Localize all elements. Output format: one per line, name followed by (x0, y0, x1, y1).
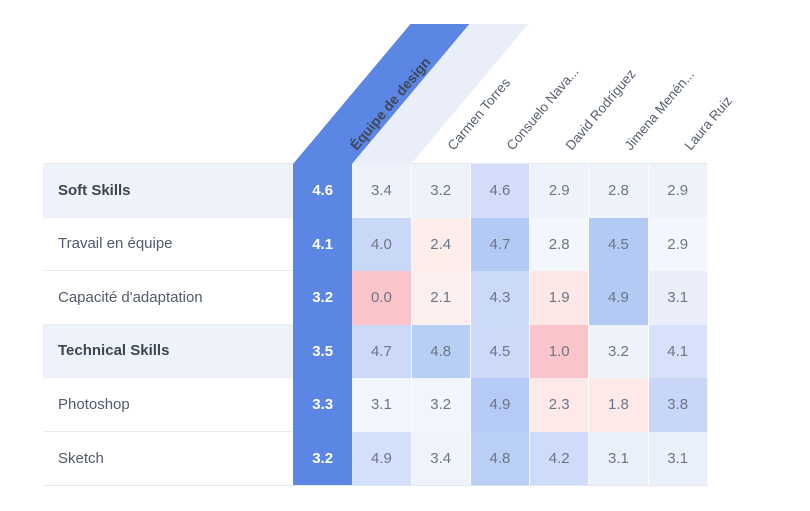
score-cell[interactable]: 4.0 (352, 217, 412, 271)
table-row-sketch: Sketch 3.2 4.9 3.4 4.8 4.2 3.1 3.1 (43, 431, 708, 485)
matrix-header: Moyenne attendue Équipe de design Carmen… (43, 24, 735, 164)
row-label[interactable]: Soft Skills (43, 164, 293, 218)
score-cell[interactable]: 3.2 (411, 164, 471, 218)
score-cell[interactable]: 4.7 (470, 217, 531, 271)
score-cell[interactable]: 2.9 (648, 164, 708, 218)
score-cell[interactable]: 2.8 (589, 164, 649, 218)
score-cell[interactable]: 3.4 (411, 431, 471, 485)
score-cell[interactable]: 4.9 (352, 431, 412, 485)
score-cell[interactable]: 4.8 (470, 431, 531, 485)
score-cell[interactable]: 4.7 (352, 324, 412, 378)
score-cell[interactable]: 2.1 (411, 271, 471, 325)
score-cell[interactable]: 3.1 (352, 378, 412, 432)
column-header-person[interactable]: Laura Ruiz (681, 93, 735, 153)
table-row-soft-skills: Soft Skills 4.6 3.4 3.2 4.6 2.9 2.8 2.9 (43, 164, 708, 218)
score-cell[interactable]: 4.3 (470, 271, 531, 325)
table-row-technical-skills: Technical Skills 3.5 4.7 4.8 4.5 1.0 3.2… (43, 324, 708, 378)
score-cell[interactable]: 4.2 (530, 431, 590, 485)
expected-average-cell: 3.2 (293, 431, 353, 485)
row-label[interactable]: Technical Skills (43, 324, 293, 378)
skills-matrix-table: Moyenne attendue Équipe de design Carmen… (43, 24, 735, 486)
score-cell[interactable]: 0.0 (352, 271, 412, 325)
score-cell[interactable]: 3.8 (648, 378, 708, 432)
score-cell[interactable]: 3.2 (589, 324, 649, 378)
expected-average-cell: 3.3 (293, 378, 353, 432)
score-cell[interactable]: 2.4 (411, 217, 471, 271)
score-cell[interactable]: 4.9 (470, 378, 531, 432)
expected-average-cell: 4.6 (293, 164, 353, 218)
score-cell[interactable]: 1.9 (530, 271, 590, 325)
score-cell[interactable]: 3.1 (648, 431, 708, 485)
row-label[interactable]: Photoshop (43, 378, 293, 432)
matrix-body: Soft Skills 4.6 3.4 3.2 4.6 2.9 2.8 2.9 … (43, 164, 708, 486)
row-label[interactable]: Travail en équipe (43, 217, 293, 271)
table-row-travail-en-equipe: Travail en équipe 4.1 4.0 2.4 4.7 2.8 4.… (43, 217, 708, 271)
score-cell[interactable]: 3.1 (648, 271, 708, 325)
row-label[interactable]: Capacité d'adaptation (43, 271, 293, 325)
score-cell[interactable]: 2.3 (530, 378, 590, 432)
score-cell[interactable]: 1.0 (530, 324, 590, 378)
table-row-capacite-adaptation: Capacité d'adaptation 3.2 0.0 2.1 4.3 1.… (43, 271, 708, 325)
score-cell[interactable]: 4.5 (470, 324, 531, 378)
table-row-photoshop: Photoshop 3.3 3.1 3.2 4.9 2.3 1.8 3.8 (43, 378, 708, 432)
score-cell[interactable]: 4.5 (589, 217, 649, 271)
row-label[interactable]: Sketch (43, 431, 293, 485)
score-cell[interactable]: 4.9 (589, 271, 649, 325)
score-cell[interactable]: 4.1 (648, 324, 708, 378)
score-cell[interactable]: 3.4 (352, 164, 412, 218)
expected-average-cell: 3.5 (293, 324, 353, 378)
score-cell[interactable]: 4.8 (411, 324, 471, 378)
score-cell[interactable]: 3.1 (589, 431, 649, 485)
score-cell[interactable]: 3.2 (411, 378, 471, 432)
expected-average-cell: 4.1 (293, 217, 353, 271)
score-cell[interactable]: 2.9 (530, 164, 590, 218)
score-cell[interactable]: 2.8 (530, 217, 590, 271)
score-cell[interactable]: 2.9 (648, 217, 708, 271)
expected-average-cell: 3.2 (293, 271, 353, 325)
score-cell[interactable]: 4.6 (470, 164, 531, 218)
score-cell[interactable]: 1.8 (589, 378, 649, 432)
